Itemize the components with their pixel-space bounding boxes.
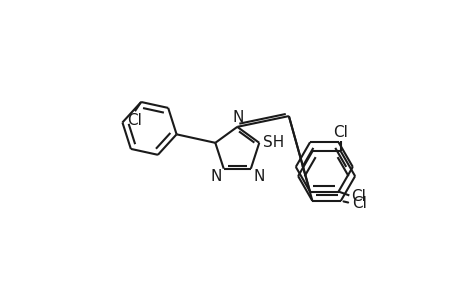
Text: Cl: Cl (352, 196, 366, 211)
Text: N: N (252, 169, 264, 184)
Text: Cl: Cl (333, 125, 347, 140)
Text: Cl: Cl (127, 113, 141, 128)
Text: N: N (232, 110, 243, 125)
Text: N: N (210, 169, 221, 184)
Text: Cl: Cl (350, 189, 365, 204)
Text: SH: SH (263, 135, 284, 150)
